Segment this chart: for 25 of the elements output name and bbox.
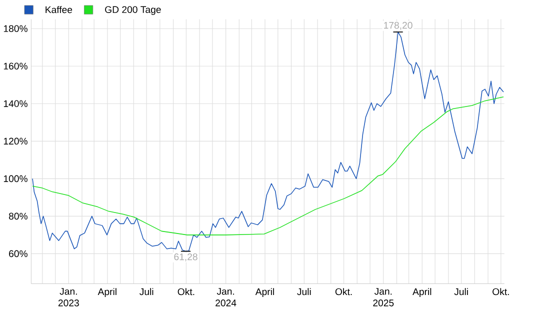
x-tick-label: Juli — [454, 288, 468, 295]
x-tick-label: Okt. — [492, 288, 509, 295]
x-tick-label: Juli — [297, 288, 311, 295]
legend-label: Kaffee — [46, 6, 72, 13]
line-series — [32, 96, 504, 236]
x-tick-label: Juli — [140, 288, 154, 295]
y-tick-label: 100% — [4, 175, 28, 182]
x-tick-label: Okt. — [335, 288, 352, 295]
y-tick-label: 120% — [4, 138, 28, 144]
x-tick-label: Jan. 2024 — [216, 288, 236, 306]
y-tick-label: 60% — [9, 250, 28, 257]
y-tick-label: 140% — [4, 100, 28, 107]
line-series — [32, 31, 504, 252]
x-tick-label: Jan. 2023 — [58, 288, 79, 306]
x-tick-label: April — [98, 288, 116, 297]
y-tick-label: 180% — [4, 24, 28, 32]
y-tick-label: 80% — [8, 212, 28, 220]
y-tick-label: 160% — [4, 62, 28, 70]
x-tick-label: Okt. — [178, 288, 194, 295]
annotation: 61,28 — [174, 253, 198, 262]
legend-label: GD 200 Tage — [105, 6, 161, 15]
x-tick-label: April — [255, 288, 274, 297]
annotation: 178,20 — [384, 22, 412, 30]
x-tick-label: Jan. 2025 — [373, 288, 394, 306]
x-tick-label: April — [412, 288, 432, 297]
